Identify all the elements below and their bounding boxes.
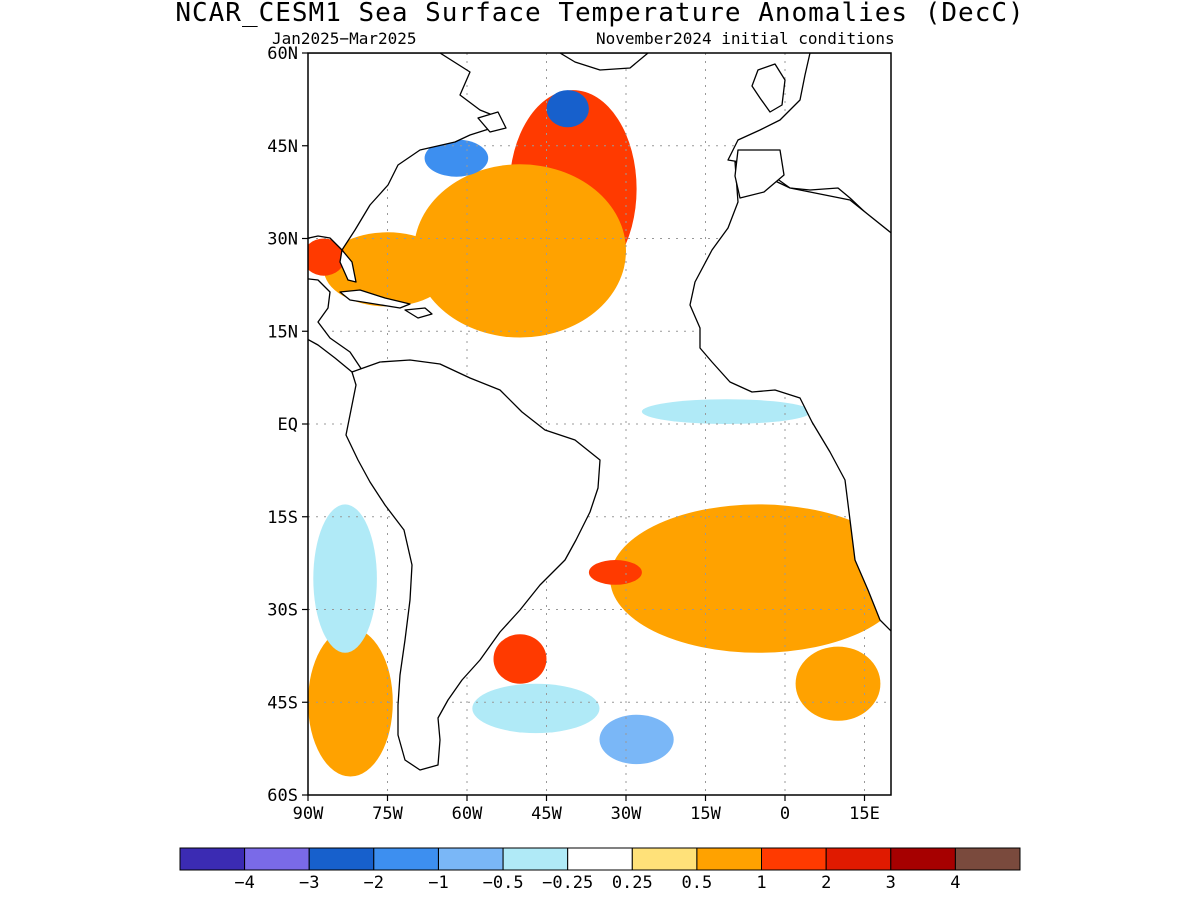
anomaly-patch-4 <box>424 139 489 177</box>
anomaly-patch-8 <box>588 560 642 585</box>
anomaly-patch-5 <box>546 90 589 128</box>
british-isles <box>751 63 786 113</box>
colorbar-label: −2 <box>364 873 384 893</box>
newfoundland-island <box>477 111 507 133</box>
colorbar-swatch <box>308 847 375 871</box>
anomaly-patch-3 <box>308 238 346 276</box>
colorbar-label: −1 <box>428 873 448 893</box>
lon-tick-label: 90W <box>293 804 324 824</box>
anomaly-patch-14 <box>313 504 377 653</box>
greenland-tip <box>559 53 649 71</box>
colorbar-label: −4 <box>234 873 254 893</box>
lon-tick-label: 15W <box>690 804 721 824</box>
colorbar-swatch <box>567 847 633 871</box>
lon-tick-label: 60W <box>452 804 483 824</box>
africa-landmass <box>689 161 891 632</box>
lon-tick-label: 0 <box>780 804 790 824</box>
plot-title: NCAR_CESM1 Sea Surface Temperature Anoma… <box>175 0 1025 28</box>
hispaniola-island <box>404 307 433 319</box>
lon-tick-label: 15E <box>849 804 880 824</box>
initial-conditions-label: November2024 initial conditions <box>596 29 895 48</box>
colorbar-label: 0.25 <box>612 873 653 893</box>
south-america-landmass <box>345 359 601 771</box>
lat-tick-label: 15N <box>267 322 298 342</box>
colorbar-swatch <box>954 847 1021 871</box>
lon-tick-label: 45W <box>531 804 562 824</box>
anomaly-patch-1 <box>414 164 626 338</box>
lat-tick-label: 30S <box>267 601 298 621</box>
colorbar-label: −0.5 <box>483 873 524 893</box>
central-america-landmass <box>308 278 363 373</box>
colorbar-swatch <box>761 847 827 871</box>
land-masses <box>308 53 891 771</box>
colorbar-swatch <box>890 847 956 871</box>
colorbar-label: 1 <box>756 873 766 893</box>
colorbar-swatch <box>696 847 763 871</box>
anomaly-patch-6 <box>641 399 812 424</box>
anomaly-patch-13 <box>308 628 393 777</box>
colorbar-swatch <box>631 847 698 871</box>
cuba-island <box>339 289 411 309</box>
colorbar: −4 −3 −2 −1 −0.5 −0.25 0.25 0.5 1 2 3 4 <box>179 847 1021 893</box>
lat-tick-label: EQ <box>278 415 298 435</box>
lat-tick-label: 30N <box>267 230 298 250</box>
north-america-landmass <box>308 53 501 251</box>
anomaly-patch-10 <box>472 683 600 734</box>
lat-tick-label: 15S <box>267 508 298 528</box>
iberian-peninsula <box>734 149 785 199</box>
colorbar-label: 2 <box>821 873 831 893</box>
colorbar-label: −0.25 <box>542 873 593 893</box>
florida-peninsula <box>339 249 357 283</box>
colorbar-label: 0.5 <box>682 873 713 893</box>
lon-tick-label: 30W <box>611 804 642 824</box>
colorbar-swatch <box>244 847 310 871</box>
lat-tick-label: 45S <box>267 693 298 713</box>
anomaly-patch-11 <box>599 714 674 765</box>
colorbar-swatch <box>373 847 439 871</box>
lon-tick-label: 75W <box>372 804 403 824</box>
colorbar-swatch <box>825 847 892 871</box>
colorbar-label: −3 <box>299 873 319 893</box>
colorbar-swatch <box>502 847 569 871</box>
colorbar-swatch <box>438 847 504 871</box>
colorbar-label: 3 <box>886 873 896 893</box>
colorbar-swatch <box>179 847 246 871</box>
anomaly-patch-7 <box>610 504 891 653</box>
colorbar-label: 4 <box>950 873 960 893</box>
lat-tick-label: 60S <box>267 786 298 806</box>
axis-ticks: 90W 75W 60W 45W 30W 15W 0 15E 60N 45N 30N 15N EQ 15S 3… <box>267 44 880 824</box>
anomaly-layer <box>308 90 891 777</box>
lat-tick-label: 45N <box>267 137 298 157</box>
anomaly-patch-9 <box>493 634 547 684</box>
valid-period-label: Jan2025−Mar2025 <box>272 29 417 48</box>
lat-tick-label: 60N <box>267 44 298 64</box>
anomaly-patch-12 <box>795 646 881 721</box>
